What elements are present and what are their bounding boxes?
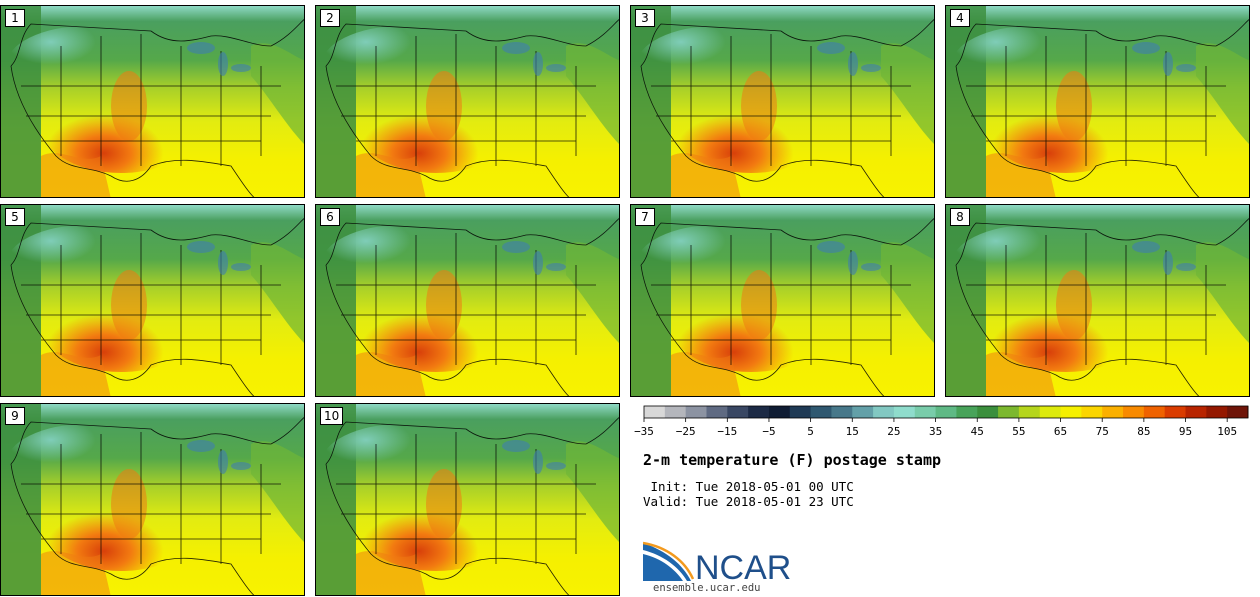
member-number: 9 <box>5 407 25 425</box>
colorbar-swatch <box>893 406 916 418</box>
colorbar-swatch <box>1060 406 1082 418</box>
temperature-map <box>1 205 304 396</box>
temperature-map <box>1 6 304 197</box>
colorbar-swatch <box>685 406 707 418</box>
colorbar-tick-label: −5 <box>762 425 775 438</box>
colorbar-tick-label: 25 <box>887 425 900 438</box>
colorbar-swatch <box>810 406 832 418</box>
colorbar-tick-label: −25 <box>676 425 696 438</box>
colorbar-swatch <box>644 406 666 418</box>
colorbar-swatch <box>977 406 999 418</box>
colorbar-swatch <box>748 406 770 418</box>
colorbar-tick-label: −35 <box>634 425 654 438</box>
colorbar-swatch <box>873 406 895 418</box>
member-panel: 6 <box>315 204 620 397</box>
colorbar-swatch <box>1227 406 1249 418</box>
colorbar-tick-label: 15 <box>846 425 859 438</box>
colorbar-swatch <box>1164 406 1187 418</box>
colorbar-swatch <box>664 406 687 418</box>
colorbar-swatch <box>1081 406 1103 418</box>
member-panel: 9 <box>0 403 305 596</box>
colorbar-swatch <box>1018 406 1041 418</box>
member-panel: 3 <box>630 5 935 198</box>
init-time: Init: Tue 2018-05-01 00 UTC <box>643 479 854 494</box>
temperature-map <box>316 205 619 396</box>
member-number: 7 <box>635 208 655 226</box>
temperature-map <box>631 205 934 396</box>
colorbar-swatch <box>1185 406 1207 418</box>
colorbar-tick-label: 55 <box>1012 425 1025 438</box>
colorbar-tick-label: 105 <box>1217 425 1237 438</box>
temperature-colorbar: −35−25−15−55152535455565758595105115 <box>634 405 1249 438</box>
valid-time: Valid: Tue 2018-05-01 23 UTC <box>643 494 854 509</box>
member-number: 8 <box>950 208 970 226</box>
member-number: 5 <box>5 208 25 226</box>
colorbar-tick-label: 35 <box>929 425 942 438</box>
colorbar-swatch <box>831 406 853 418</box>
colorbar-tick-label: 65 <box>1054 425 1067 438</box>
colorbar-swatch <box>935 406 957 418</box>
member-panel: 1 <box>0 5 305 198</box>
temperature-map <box>316 404 619 595</box>
colorbar-swatch <box>789 406 812 418</box>
ncar-logo-text: NCAR <box>695 549 791 583</box>
colorbar-tick-label: 95 <box>1179 425 1192 438</box>
member-panel: 7 <box>630 204 935 397</box>
colorbar-swatch <box>914 406 937 418</box>
member-panel: 5 <box>0 204 305 397</box>
figure-title: 2-m temperature (F) postage stamp <box>643 451 942 469</box>
member-panel: 10 <box>315 403 620 596</box>
colorbar-swatch <box>1123 406 1145 418</box>
member-panel: 8 <box>945 204 1250 397</box>
ncar-logo: NCAR <box>642 541 793 587</box>
temperature-map <box>1 404 304 595</box>
colorbar-tick-label: 45 <box>971 425 984 438</box>
ncar-swoosh-icon <box>642 541 695 581</box>
member-number: 2 <box>320 9 340 27</box>
member-number: 10 <box>320 407 344 425</box>
colorbar-tick-label: 5 <box>807 425 814 438</box>
colorbar-swatch <box>1206 406 1228 418</box>
colorbar-swatch <box>1143 406 1166 418</box>
colorbar-swatch <box>956 406 978 418</box>
temperature-map <box>946 205 1249 396</box>
colorbar-swatch <box>727 406 749 418</box>
member-number: 1 <box>5 9 25 27</box>
member-panel: 4 <box>945 5 1250 198</box>
member-number: 3 <box>635 9 655 27</box>
colorbar-outline <box>643 405 1249 419</box>
member-number: 4 <box>950 9 970 27</box>
colorbar-swatch <box>998 406 1020 418</box>
temperature-map <box>946 6 1249 197</box>
colorbar-tick-label: −15 <box>717 425 737 438</box>
colorbar-swatch <box>1102 406 1124 418</box>
colorbar-tick-label: 85 <box>1137 425 1150 438</box>
colorbar-swatch <box>706 406 728 418</box>
colorbar-swatch <box>1039 406 1062 418</box>
colorbar-swatch <box>768 406 791 418</box>
website-url: ensemble.ucar.edu <box>653 582 761 594</box>
temperature-map <box>631 6 934 197</box>
temperature-map <box>316 6 619 197</box>
member-panel: 2 <box>315 5 620 198</box>
colorbar-swatch <box>852 406 874 418</box>
colorbar-tick-label: 75 <box>1096 425 1109 438</box>
member-number: 6 <box>320 208 340 226</box>
